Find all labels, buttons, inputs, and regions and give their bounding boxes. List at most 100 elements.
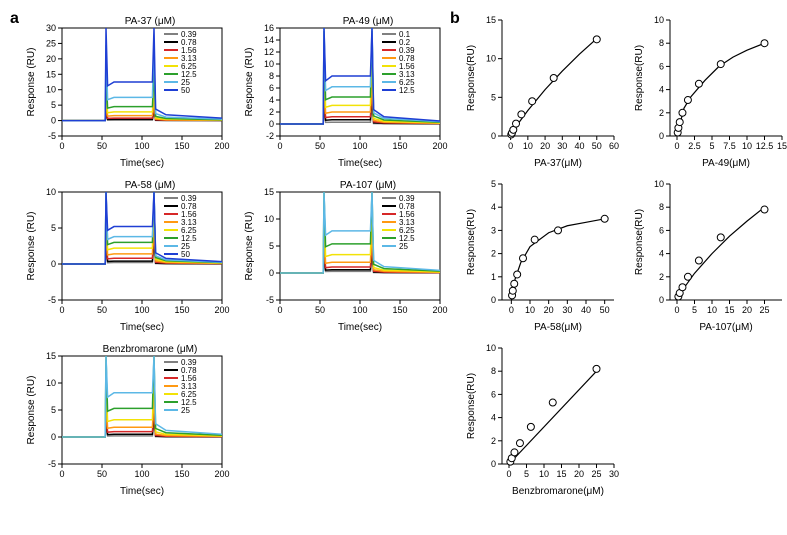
sensorgram-pa37: 050100150200-5051015202530Time(sec)Respo… (22, 10, 232, 170)
svg-text:50: 50 (181, 86, 190, 95)
svg-text:200: 200 (432, 305, 447, 315)
svg-text:0: 0 (674, 141, 679, 151)
svg-text:8: 8 (659, 38, 664, 48)
svg-text:100: 100 (134, 469, 149, 479)
sensorgram-pa107: 050100150200-5051015Time(sec)Response (R… (240, 174, 450, 334)
svg-text:PA-58(μM): PA-58(μM) (534, 322, 582, 333)
svg-text:6: 6 (491, 389, 496, 399)
svg-text:2: 2 (659, 108, 664, 118)
svg-text:Response (RU): Response (RU) (26, 48, 37, 117)
svg-text:5: 5 (491, 179, 496, 189)
svg-text:-5: -5 (266, 295, 274, 305)
svg-text:12: 12 (264, 47, 274, 57)
svg-text:4: 4 (491, 202, 496, 212)
svg-text:0: 0 (491, 459, 496, 469)
svg-text:20: 20 (742, 305, 752, 315)
svg-text:10: 10 (707, 305, 717, 315)
svg-text:2.5: 2.5 (688, 141, 701, 151)
svg-text:0: 0 (51, 432, 56, 442)
svg-text:50: 50 (181, 250, 190, 259)
svg-text:5: 5 (51, 100, 56, 110)
svg-text:0: 0 (509, 305, 514, 315)
panel-a-label: a (10, 10, 19, 28)
svg-text:6: 6 (659, 225, 664, 235)
svg-text:5: 5 (51, 223, 56, 233)
svg-text:15: 15 (556, 469, 566, 479)
sensorgram-pa49: 050100150200-20246810121416Time(sec)Resp… (240, 10, 450, 170)
svg-text:3: 3 (491, 225, 496, 235)
svg-text:5: 5 (692, 305, 697, 315)
svg-text:Benzbromarone (μM): Benzbromarone (μM) (103, 344, 198, 355)
svg-text:-5: -5 (48, 295, 56, 305)
svg-text:10: 10 (486, 343, 496, 353)
svg-text:4: 4 (659, 249, 664, 259)
sensorgram-benz: 050100150200-5051015Time(sec)Response (R… (22, 338, 232, 498)
svg-text:40: 40 (581, 305, 591, 315)
svg-text:25: 25 (591, 469, 601, 479)
svg-text:Time(sec): Time(sec) (338, 322, 382, 333)
svg-text:PA-37(μM): PA-37(μM) (534, 158, 582, 169)
svg-text:10: 10 (46, 85, 56, 95)
svg-text:20: 20 (574, 469, 584, 479)
svg-text:25: 25 (759, 305, 769, 315)
svg-text:14: 14 (264, 35, 274, 45)
svg-text:10: 10 (486, 54, 496, 64)
svg-text:Time(sec): Time(sec) (120, 158, 164, 169)
svg-text:0: 0 (51, 259, 56, 269)
svg-text:30: 30 (562, 305, 572, 315)
svg-text:0: 0 (277, 141, 282, 151)
svg-text:Response(RU): Response(RU) (466, 45, 477, 111)
svg-text:8: 8 (491, 366, 496, 376)
panel-b-label: b (450, 10, 460, 28)
svg-text:15: 15 (46, 69, 56, 79)
svg-text:150: 150 (392, 141, 407, 151)
svg-text:10: 10 (654, 15, 664, 25)
svg-text:40: 40 (575, 141, 585, 151)
svg-text:25: 25 (46, 38, 56, 48)
svg-text:0: 0 (59, 469, 64, 479)
svg-text:10: 10 (525, 305, 535, 315)
svg-text:25: 25 (399, 242, 408, 251)
svg-text:150: 150 (174, 305, 189, 315)
svg-text:7.5: 7.5 (723, 141, 736, 151)
svg-text:PA-107(μM): PA-107(μM) (699, 322, 752, 333)
svg-text:5: 5 (709, 141, 714, 151)
panel-a: a 050100150200-5051015202530Time(sec)Res… (10, 10, 450, 498)
svg-text:15: 15 (46, 351, 56, 361)
panel-b: b 0102030405060051015PA-37(μM)Response(R… (450, 10, 777, 498)
svg-text:Response(RU): Response(RU) (466, 209, 477, 275)
svg-text:50: 50 (97, 469, 107, 479)
svg-text:60: 60 (609, 141, 619, 151)
svg-text:150: 150 (392, 305, 407, 315)
svg-text:PA-49(μM): PA-49(μM) (702, 158, 750, 169)
svg-text:Time(sec): Time(sec) (120, 322, 164, 333)
svg-text:150: 150 (174, 469, 189, 479)
svg-text:200: 200 (432, 141, 447, 151)
svg-text:Benzbromarone(μM): Benzbromarone(μM) (512, 486, 604, 497)
svg-text:8: 8 (659, 202, 664, 212)
svg-text:-5: -5 (48, 459, 56, 469)
svg-text:10: 10 (46, 378, 56, 388)
svg-text:15: 15 (486, 15, 496, 25)
svg-text:0: 0 (59, 141, 64, 151)
svg-text:5: 5 (51, 405, 56, 415)
svg-text:8: 8 (269, 71, 274, 81)
svg-text:10: 10 (742, 141, 752, 151)
svg-text:Response (RU): Response (RU) (26, 376, 37, 445)
svg-text:0: 0 (508, 141, 513, 151)
svg-text:0: 0 (491, 295, 496, 305)
svg-text:4: 4 (269, 95, 274, 105)
svg-text:PA-107 (μM): PA-107 (μM) (340, 180, 396, 191)
svg-text:10: 10 (264, 214, 274, 224)
svg-text:50: 50 (600, 305, 610, 315)
svg-text:10: 10 (264, 59, 274, 69)
svg-text:25: 25 (181, 406, 190, 415)
svg-text:50: 50 (315, 305, 325, 315)
svg-text:-5: -5 (48, 131, 56, 141)
svg-text:50: 50 (97, 305, 107, 315)
svg-text:2: 2 (491, 249, 496, 259)
svg-text:30: 30 (609, 469, 619, 479)
svg-text:0: 0 (491, 131, 496, 141)
svg-text:2: 2 (269, 107, 274, 117)
svg-text:30: 30 (557, 141, 567, 151)
